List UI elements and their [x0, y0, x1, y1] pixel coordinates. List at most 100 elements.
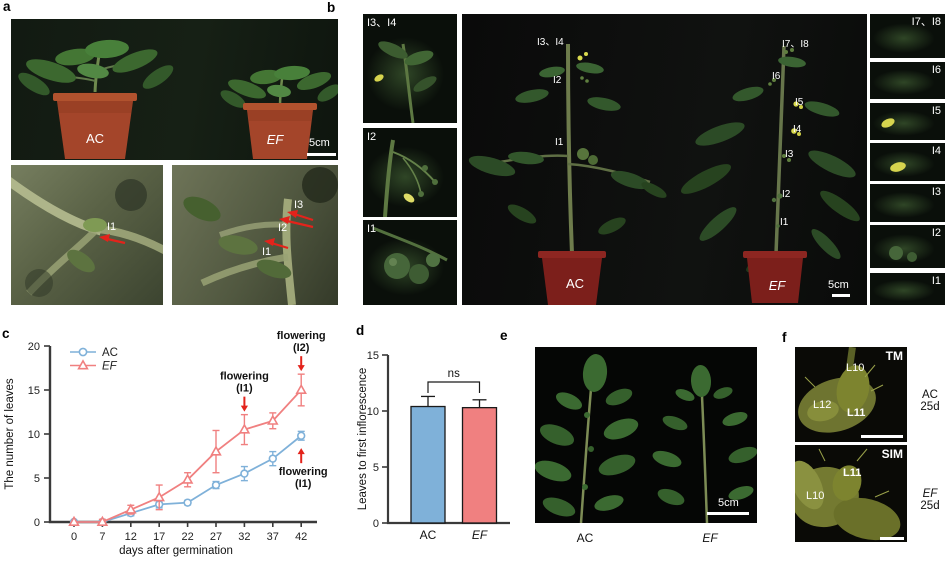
strip-label: I7、I8 — [911, 16, 941, 28]
leaves-to-first-inflorescence-bar-chart: 0 5 10 15 Leaves to first inflorescence AC EF n… — [357, 350, 510, 542]
panel-b-label: b — [327, 0, 336, 15]
green-fruit-illustration — [889, 246, 917, 262]
svg-text:0: 0 — [34, 517, 40, 529]
svg-text:15: 15 — [367, 350, 379, 362]
svg-text:The number of leaves: The number of leaves — [4, 378, 16, 489]
shoot-tip-illustration — [374, 41, 437, 123]
panel-c-label: c — [2, 326, 10, 341]
panel-b-right-strip-cell-4: I4 — [870, 143, 945, 181]
svg-text:EF: EF — [102, 361, 118, 373]
svg-text:Leaves to first inflorescence: Leaves to first inflorescence — [357, 368, 369, 511]
strip-label: I6 — [931, 64, 941, 76]
panel-e-leaves-photo: 5cm — [535, 347, 757, 523]
leaf-label-l11: L11 — [847, 407, 866, 419]
svg-text:flowering: flowering — [220, 371, 269, 383]
panel-b-left-strip-cell-2: I2 — [363, 128, 457, 217]
svg-text:AC: AC — [102, 347, 118, 359]
svg-text:5: 5 — [373, 462, 379, 474]
svg-text:0: 0 — [373, 518, 379, 530]
panel-f-meristem-tm-photo: TM L10 L12 L11 — [795, 347, 907, 442]
panel-a-closeup-ac: I1 — [11, 165, 163, 305]
strip-label: I3、I4 — [367, 17, 397, 29]
svg-text:32: 32 — [238, 531, 250, 543]
compound-leaves-illustration — [535, 354, 757, 523]
scale-bar-label: 5cm — [718, 497, 739, 509]
strip-label: I1 — [367, 223, 377, 235]
node-label: I6 — [772, 71, 781, 82]
svg-text:flowering: flowering — [279, 466, 328, 478]
scale-bar-label: 5cm — [309, 137, 330, 149]
meristem-stage-tag: SIM — [881, 447, 903, 461]
adult-plants-illustration — [468, 43, 860, 305]
strip-label: I2 — [931, 227, 941, 239]
svg-text:22: 22 — [181, 531, 193, 543]
meristem-illustration — [798, 347, 884, 433]
genotype-label-ac: AC — [922, 389, 938, 401]
genotype-label-ef: EF — [768, 278, 786, 293]
node-label: I7、I8 — [782, 39, 809, 50]
panel-b-left-strip-cell-3: I1 — [363, 220, 457, 305]
genotype-label-ef: EF — [266, 132, 284, 147]
node-label: I3 — [785, 149, 794, 160]
node-label: I5 — [795, 97, 804, 108]
panel-b-right-strip-cell-7: I1 — [870, 273, 945, 305]
age-label: 25d — [920, 500, 940, 512]
meristem-stage-tag: TM — [885, 349, 903, 363]
flower-illustration — [890, 162, 906, 172]
meristem-illustration — [795, 448, 901, 541]
inflorescence-label-i3: I3 — [294, 199, 304, 211]
genotype-label-ac: AC — [576, 531, 594, 545]
panel-a-label: a — [3, 0, 11, 14]
svg-text:5: 5 — [34, 473, 40, 485]
svg-text:(I2): (I2) — [293, 342, 310, 354]
shoot-closeup-illustration — [11, 177, 163, 297]
svg-text:(I1): (I1) — [295, 478, 312, 490]
inflorescence-label-i1: I1 — [262, 246, 272, 258]
node-label: I1 — [555, 137, 564, 148]
svg-text:42: 42 — [295, 531, 307, 543]
panel-e-label: e — [500, 328, 508, 343]
svg-text:7: 7 — [99, 531, 105, 543]
inflorescence-label-i2: I2 — [278, 222, 288, 234]
potted-plants-illustration — [18, 39, 338, 159]
svg-text:12: 12 — [125, 531, 137, 543]
flower-illustration — [881, 118, 895, 128]
svg-text:EF: EF — [472, 528, 488, 542]
truss-illustration — [383, 139, 438, 217]
leaf-label-l12: L12 — [813, 399, 832, 411]
svg-text:15: 15 — [28, 385, 40, 397]
svg-text:17: 17 — [153, 531, 165, 543]
panel-b-left-strip-cell-1: I3、I4 — [363, 14, 457, 123]
leaf-label-l10: L10 — [846, 362, 865, 374]
node-label: I2 — [553, 75, 562, 86]
genotype-label-ef: EF — [922, 488, 938, 500]
node-label: I4 — [793, 124, 802, 135]
panel-b-adult-plants-photo: I3、I4 I2 I1 I7、I8 I6 I5 I4 I3 I2 I1 AC E… — [462, 14, 867, 305]
node-label: I1 — [780, 217, 789, 228]
shoot-closeup-illustration — [183, 167, 338, 305]
panel-b-right-strip-cell-3: I5 — [870, 103, 945, 140]
genotype-label-ef: EF — [702, 531, 718, 545]
svg-text:ns: ns — [448, 368, 460, 380]
leaf-label-l10: L10 — [806, 490, 825, 502]
panel-f-meristem-sim-photo: SIM L11 L10 — [795, 445, 907, 542]
svg-text:flowering: flowering — [277, 330, 326, 342]
panel-b-right-strip-cell-2: I6 — [870, 62, 945, 99]
age-label: 25d — [920, 401, 940, 413]
inflorescence-label-i1: I1 — [107, 221, 117, 233]
green-fruit-illustration — [372, 226, 448, 284]
strip-label: I2 — [367, 131, 377, 143]
svg-text:10: 10 — [28, 429, 40, 441]
scale-bar-label: 5cm — [828, 279, 849, 291]
scale-bar — [307, 153, 336, 156]
svg-text:0: 0 — [71, 531, 77, 543]
svg-text:10: 10 — [367, 406, 379, 418]
scale-bar — [832, 294, 850, 297]
panel-b-right-strip-cell-6: I2 — [870, 225, 945, 268]
panel-b-right-strip-cell-1: I7、I8 — [870, 14, 945, 58]
strip-label: I3 — [931, 186, 941, 198]
node-label: I3、I4 — [537, 37, 564, 48]
scale-bar — [880, 537, 904, 540]
panel-b-right-strip-cell-5: I3 — [870, 184, 945, 222]
